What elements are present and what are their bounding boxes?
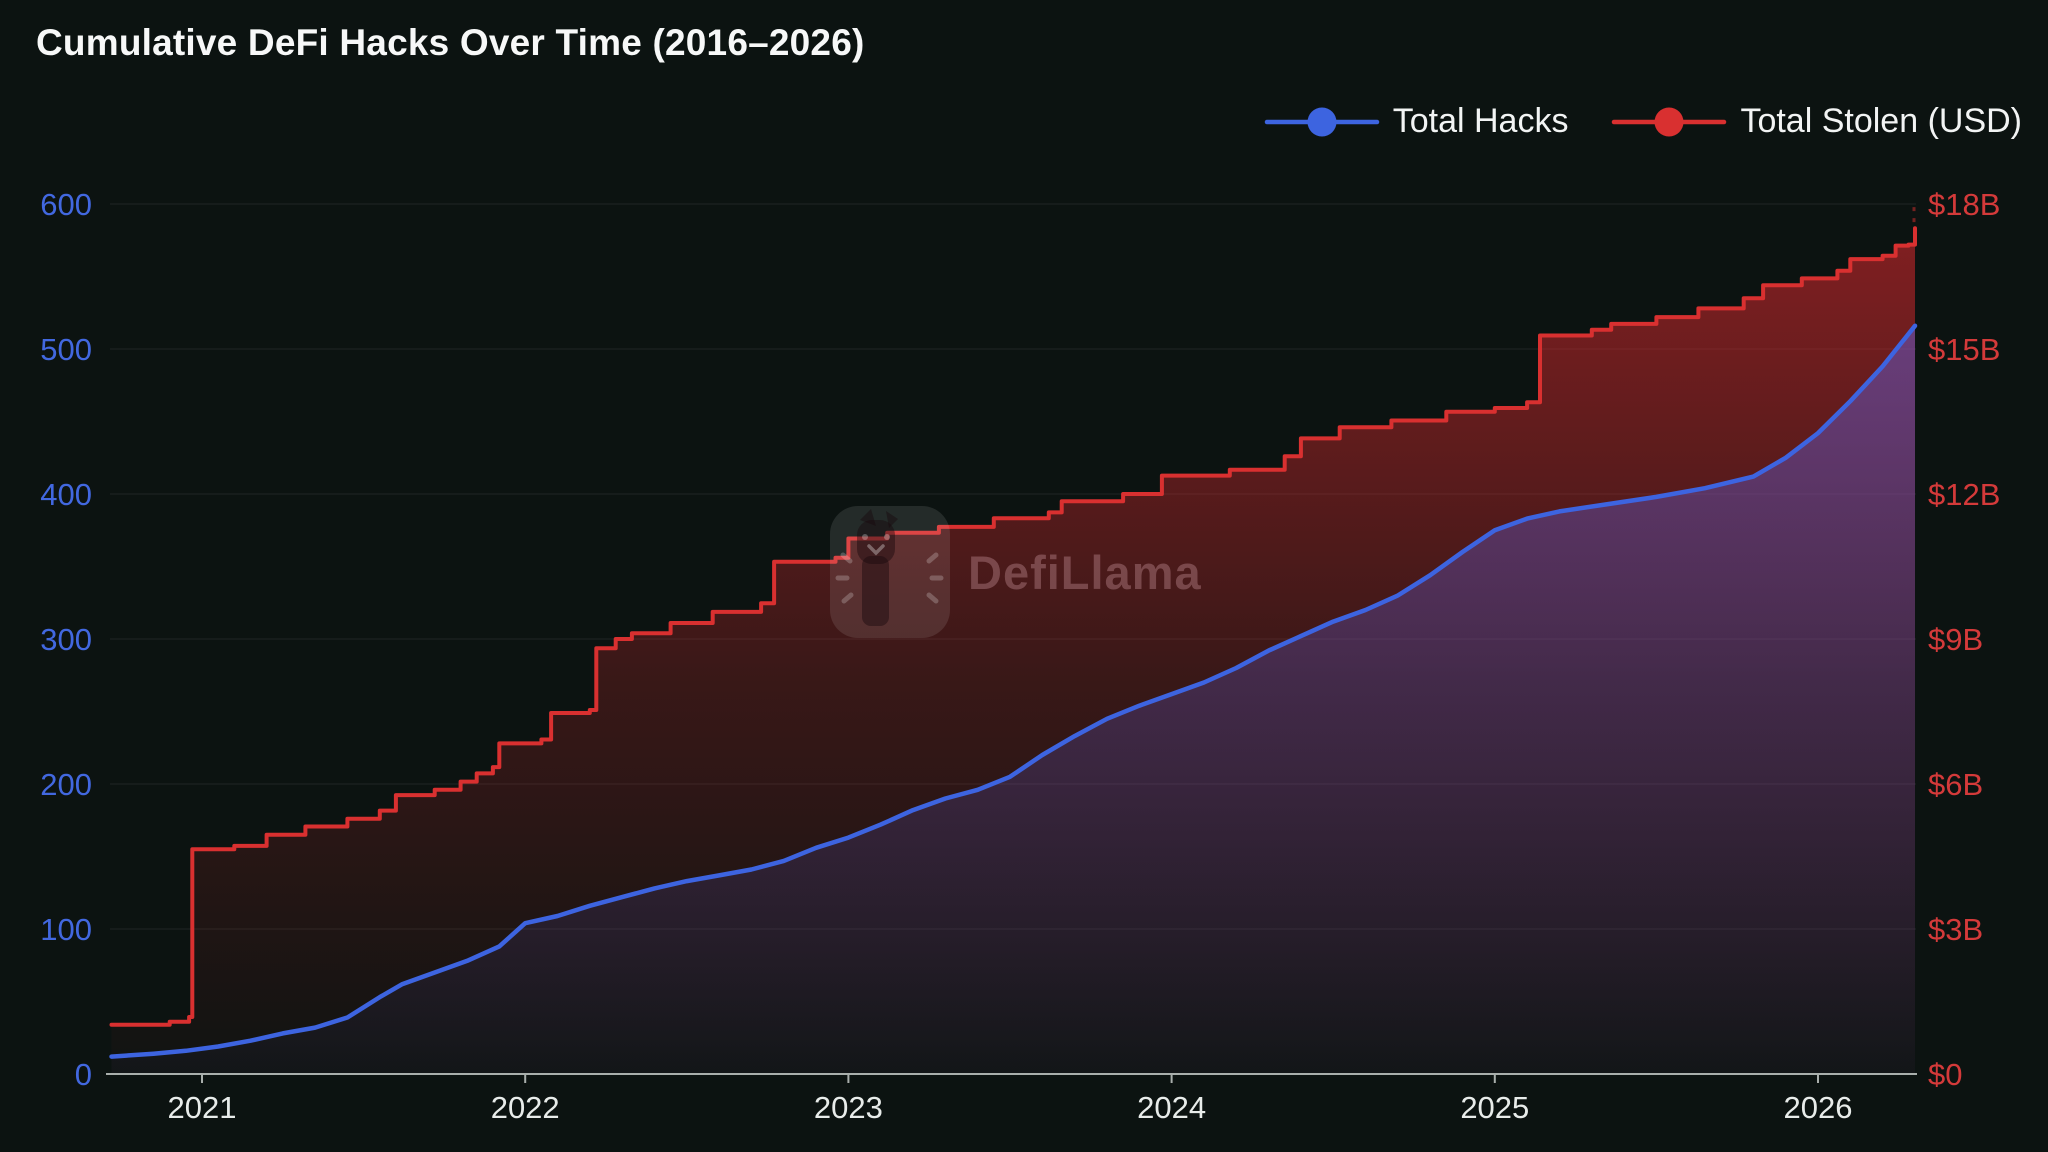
legend-marker-icon: [1264, 107, 1379, 136]
y-right-tick-label: $15B: [1928, 332, 2000, 367]
y-left-tick-label: 500: [40, 332, 92, 367]
series-total-hacks-area: [111, 325, 1915, 1074]
legend-item-total-hacks[interactable]: Total Hacks: [1263, 102, 1569, 141]
y-left-tick-label: 200: [40, 767, 92, 802]
y-right-tick-label: $12B: [1928, 477, 2000, 512]
y-right-tick-label: $0: [1928, 1057, 1962, 1092]
plot-area[interactable]: [112, 204, 1914, 1074]
chart-title: Cumulative DeFi Hacks Over Time (2016–20…: [36, 22, 865, 63]
legend-label: Total Hacks: [1392, 102, 1569, 140]
legend-item-total-stolen-usd[interactable]: Total Stolen (USD): [1610, 102, 2022, 141]
legend-marker-icon: [1612, 107, 1727, 136]
y-right-tick-label: $18B: [1928, 187, 2000, 222]
x-tick-label: 2021: [168, 1090, 237, 1125]
y-right-tick-label: $9B: [1928, 622, 1983, 657]
y-left-tick-label: 400: [40, 477, 92, 512]
legend-label: Total Stolen (USD): [1740, 102, 2022, 140]
series-total-stolen-line: [109, 226, 1917, 1027]
x-tick-label: 2025: [1460, 1090, 1529, 1125]
y-right-tick-label: $3B: [1928, 912, 1983, 947]
x-tick-label: 2026: [1784, 1090, 1853, 1125]
legend: Total Hacks Total Stolen (USD): [1263, 102, 2022, 141]
x-tick-label: 2023: [814, 1090, 883, 1125]
series-total-hacks-line: [109, 323, 1918, 1059]
y-right-tick-label: $6B: [1928, 767, 1983, 802]
y-left-tick-label: 300: [40, 622, 92, 657]
x-tick-label: 2022: [491, 1090, 560, 1125]
y-left-tick-label: 600: [40, 187, 92, 222]
x-tick-label: 2024: [1137, 1090, 1206, 1125]
y-left-tick-label: 0: [75, 1057, 92, 1092]
y-left-tick-label: 100: [40, 912, 92, 947]
